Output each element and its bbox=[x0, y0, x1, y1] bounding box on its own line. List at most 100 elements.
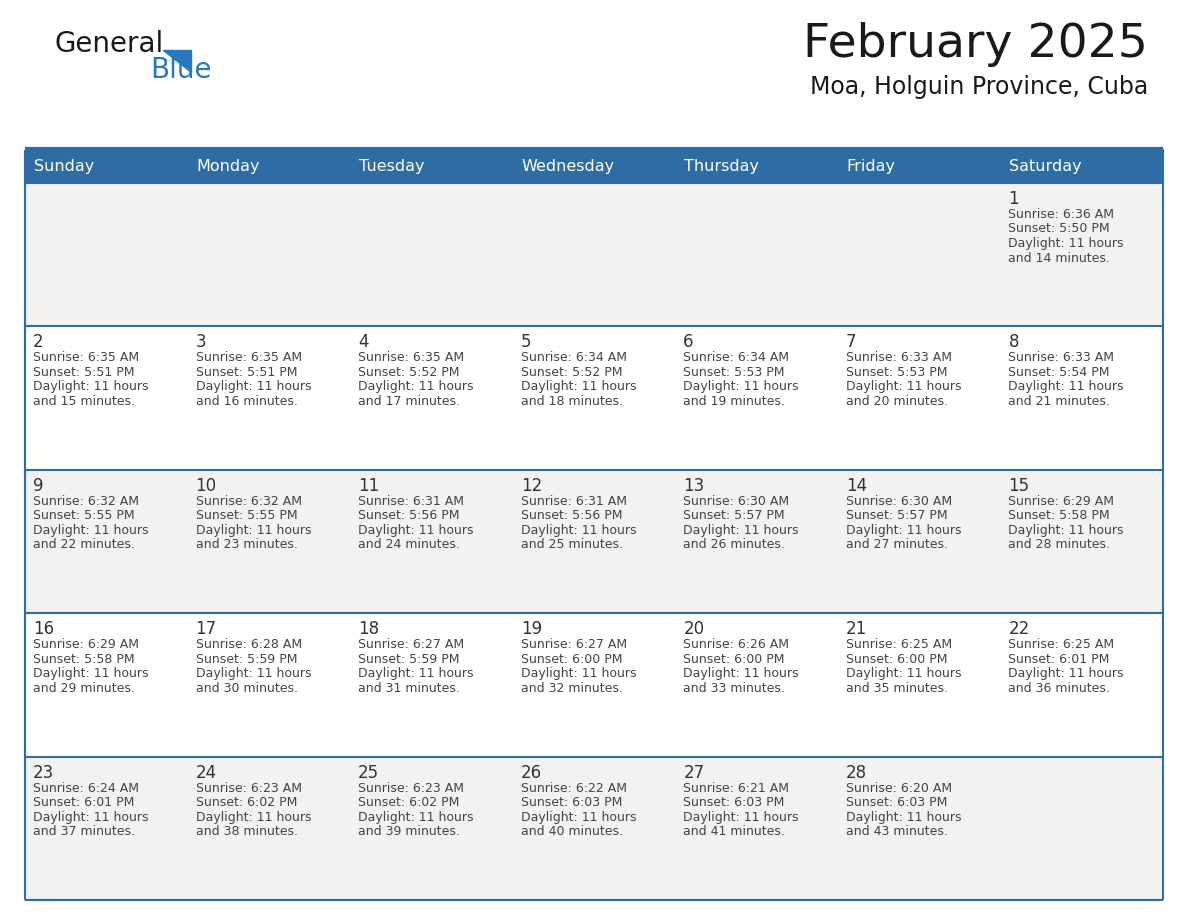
Text: Sunset: 6:03 PM: Sunset: 6:03 PM bbox=[520, 796, 623, 809]
Bar bbox=[513, 756, 675, 900]
Bar bbox=[675, 183, 838, 327]
Text: 28: 28 bbox=[846, 764, 867, 781]
Bar bbox=[25, 470, 188, 613]
Text: Daylight: 11 hours: Daylight: 11 hours bbox=[358, 380, 474, 394]
Bar bbox=[838, 756, 1000, 900]
Text: Daylight: 11 hours: Daylight: 11 hours bbox=[683, 667, 798, 680]
Text: 22: 22 bbox=[1009, 621, 1030, 638]
Text: and 31 minutes.: and 31 minutes. bbox=[358, 682, 460, 695]
Text: Sunrise: 6:34 AM: Sunrise: 6:34 AM bbox=[683, 352, 789, 364]
Text: Sunrise: 6:26 AM: Sunrise: 6:26 AM bbox=[683, 638, 789, 651]
Text: Daylight: 11 hours: Daylight: 11 hours bbox=[33, 811, 148, 823]
Text: Sunset: 5:59 PM: Sunset: 5:59 PM bbox=[358, 653, 460, 666]
Text: Sunrise: 6:34 AM: Sunrise: 6:34 AM bbox=[520, 352, 627, 364]
Text: Sunrise: 6:27 AM: Sunrise: 6:27 AM bbox=[520, 638, 627, 651]
Bar bbox=[675, 470, 838, 613]
Text: 19: 19 bbox=[520, 621, 542, 638]
Text: and 40 minutes.: and 40 minutes. bbox=[520, 825, 623, 838]
Bar bbox=[838, 470, 1000, 613]
Bar bbox=[1000, 756, 1163, 900]
Text: Sunset: 5:58 PM: Sunset: 5:58 PM bbox=[33, 653, 134, 666]
Text: Sunset: 5:57 PM: Sunset: 5:57 PM bbox=[683, 509, 785, 522]
Text: Sunrise: 6:31 AM: Sunrise: 6:31 AM bbox=[358, 495, 465, 508]
Text: February 2025: February 2025 bbox=[803, 22, 1148, 67]
Text: Sunrise: 6:21 AM: Sunrise: 6:21 AM bbox=[683, 781, 789, 795]
Text: and 33 minutes.: and 33 minutes. bbox=[683, 682, 785, 695]
Bar bbox=[1000, 470, 1163, 613]
Text: Sunrise: 6:36 AM: Sunrise: 6:36 AM bbox=[1009, 208, 1114, 221]
Bar bbox=[350, 150, 513, 183]
Text: Sunrise: 6:23 AM: Sunrise: 6:23 AM bbox=[196, 781, 302, 795]
Text: Daylight: 11 hours: Daylight: 11 hours bbox=[520, 380, 637, 394]
Text: Sunset: 5:53 PM: Sunset: 5:53 PM bbox=[846, 366, 947, 379]
Text: Daylight: 11 hours: Daylight: 11 hours bbox=[196, 380, 311, 394]
Text: 4: 4 bbox=[358, 333, 368, 352]
Bar bbox=[25, 150, 188, 183]
Text: 18: 18 bbox=[358, 621, 379, 638]
Bar bbox=[838, 183, 1000, 327]
Bar bbox=[838, 150, 1000, 183]
Text: Sunset: 5:52 PM: Sunset: 5:52 PM bbox=[358, 366, 460, 379]
Text: Blue: Blue bbox=[150, 56, 211, 84]
Text: and 43 minutes.: and 43 minutes. bbox=[846, 825, 948, 838]
Text: Sunset: 5:59 PM: Sunset: 5:59 PM bbox=[196, 653, 297, 666]
Bar bbox=[1000, 613, 1163, 756]
Text: Daylight: 11 hours: Daylight: 11 hours bbox=[196, 524, 311, 537]
Text: Daylight: 11 hours: Daylight: 11 hours bbox=[1009, 380, 1124, 394]
Bar bbox=[188, 613, 350, 756]
Text: Daylight: 11 hours: Daylight: 11 hours bbox=[520, 811, 637, 823]
Polygon shape bbox=[163, 50, 191, 72]
Text: Daylight: 11 hours: Daylight: 11 hours bbox=[33, 380, 148, 394]
Text: and 15 minutes.: and 15 minutes. bbox=[33, 395, 135, 408]
Text: 24: 24 bbox=[196, 764, 216, 781]
Text: and 39 minutes.: and 39 minutes. bbox=[358, 825, 460, 838]
Text: and 16 minutes.: and 16 minutes. bbox=[196, 395, 297, 408]
Bar bbox=[25, 327, 188, 470]
Text: Thursday: Thursday bbox=[684, 159, 759, 174]
Text: 16: 16 bbox=[33, 621, 55, 638]
Text: 3: 3 bbox=[196, 333, 207, 352]
Bar bbox=[188, 756, 350, 900]
Text: Daylight: 11 hours: Daylight: 11 hours bbox=[683, 380, 798, 394]
Text: 21: 21 bbox=[846, 621, 867, 638]
Text: and 23 minutes.: and 23 minutes. bbox=[196, 538, 297, 552]
Text: Sunset: 6:01 PM: Sunset: 6:01 PM bbox=[1009, 653, 1110, 666]
Bar bbox=[838, 327, 1000, 470]
Text: Sunset: 6:02 PM: Sunset: 6:02 PM bbox=[196, 796, 297, 809]
Text: Saturday: Saturday bbox=[1010, 159, 1082, 174]
Text: 8: 8 bbox=[1009, 333, 1019, 352]
Text: Sunset: 5:50 PM: Sunset: 5:50 PM bbox=[1009, 222, 1110, 236]
Bar bbox=[350, 183, 513, 327]
Text: Daylight: 11 hours: Daylight: 11 hours bbox=[1009, 237, 1124, 250]
Text: 15: 15 bbox=[1009, 476, 1030, 495]
Text: and 26 minutes.: and 26 minutes. bbox=[683, 538, 785, 552]
Bar bbox=[513, 613, 675, 756]
Text: Friday: Friday bbox=[847, 159, 896, 174]
Bar bbox=[513, 183, 675, 327]
Text: Sunrise: 6:27 AM: Sunrise: 6:27 AM bbox=[358, 638, 465, 651]
Text: 13: 13 bbox=[683, 476, 704, 495]
Text: Sunrise: 6:31 AM: Sunrise: 6:31 AM bbox=[520, 495, 627, 508]
Text: Sunrise: 6:28 AM: Sunrise: 6:28 AM bbox=[196, 638, 302, 651]
Text: Sunset: 6:02 PM: Sunset: 6:02 PM bbox=[358, 796, 460, 809]
Bar bbox=[675, 756, 838, 900]
Text: and 14 minutes.: and 14 minutes. bbox=[1009, 252, 1111, 264]
Text: Sunrise: 6:25 AM: Sunrise: 6:25 AM bbox=[1009, 638, 1114, 651]
Text: Daylight: 11 hours: Daylight: 11 hours bbox=[1009, 524, 1124, 537]
Text: 2: 2 bbox=[33, 333, 44, 352]
Text: Daylight: 11 hours: Daylight: 11 hours bbox=[846, 524, 961, 537]
Text: Sunrise: 6:29 AM: Sunrise: 6:29 AM bbox=[33, 638, 139, 651]
Text: Sunset: 6:00 PM: Sunset: 6:00 PM bbox=[683, 653, 785, 666]
Text: Daylight: 11 hours: Daylight: 11 hours bbox=[358, 524, 474, 537]
Text: Daylight: 11 hours: Daylight: 11 hours bbox=[196, 667, 311, 680]
Text: General: General bbox=[55, 30, 164, 58]
Text: 23: 23 bbox=[33, 764, 55, 781]
Text: and 29 minutes.: and 29 minutes. bbox=[33, 682, 135, 695]
Bar bbox=[188, 327, 350, 470]
Bar bbox=[513, 470, 675, 613]
Text: Sunrise: 6:22 AM: Sunrise: 6:22 AM bbox=[520, 781, 627, 795]
Text: 7: 7 bbox=[846, 333, 857, 352]
Bar bbox=[350, 327, 513, 470]
Bar bbox=[188, 183, 350, 327]
Text: and 25 minutes.: and 25 minutes. bbox=[520, 538, 623, 552]
